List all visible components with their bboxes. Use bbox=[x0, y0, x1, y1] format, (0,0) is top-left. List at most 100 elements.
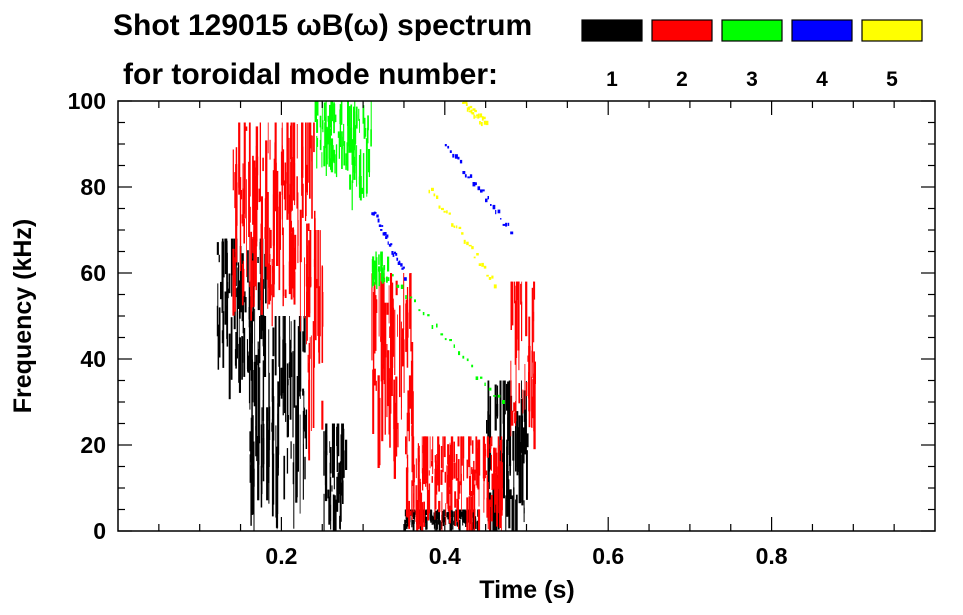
mode-3-region-0-streak bbox=[368, 159, 369, 171]
mode-4-track-1-point bbox=[510, 231, 514, 235]
mode-5-track-0-point bbox=[481, 262, 484, 267]
mode-2-region-4-streak bbox=[422, 468, 424, 491]
mode-1-region-1-streak bbox=[260, 465, 263, 508]
mode-1-region-1-streak bbox=[262, 316, 265, 346]
mode-4-track-1-point bbox=[457, 156, 460, 160]
mode-1-region-1-streak bbox=[251, 415, 254, 515]
mode-1-region-4-streak bbox=[405, 514, 408, 519]
mode-legend: 1 2 3 4 5 bbox=[581, 19, 923, 91]
mode-3-track-0-point bbox=[502, 400, 505, 404]
mode-1-region-1-streak bbox=[303, 391, 305, 430]
mode-1-region-1-streak bbox=[282, 316, 284, 416]
mode-5-track-0-point bbox=[486, 274, 489, 277]
mode-2-region-3-streak bbox=[515, 285, 518, 358]
mode-1-region-3-streak bbox=[521, 438, 524, 506]
mode-2-region-3-streak bbox=[531, 376, 533, 428]
mode-5-track-0-point bbox=[448, 212, 451, 215]
mode-1-region-1-streak bbox=[305, 409, 308, 449]
mode-1-region-1-streak bbox=[271, 388, 274, 455]
mode-2-region-2-streak bbox=[406, 287, 409, 328]
mode-1-region-3-streak bbox=[505, 495, 507, 531]
mode-2-region-4-streak bbox=[454, 491, 457, 508]
mode-2-region-2-streak bbox=[382, 273, 385, 369]
legend-label-mode-5: 5 bbox=[886, 68, 898, 91]
mode-2-region-1-streak bbox=[321, 400, 324, 430]
mode-1-region-0-streak bbox=[243, 291, 246, 303]
mode-2-region-4-streak bbox=[417, 448, 419, 498]
mode-2-region-4-streak bbox=[447, 444, 450, 465]
mode-2-region-0-streak bbox=[288, 194, 291, 286]
mode-1-region-0-streak bbox=[228, 273, 231, 294]
mode-1-region-4-streak bbox=[451, 509, 453, 520]
mode-3-region-0-streak bbox=[362, 153, 365, 198]
mode-4-track-1-point bbox=[487, 196, 489, 200]
mode-1-region-1-streak bbox=[303, 316, 306, 353]
mode-1-region-3-streak bbox=[506, 471, 509, 516]
legend-label-mode-1: 1 bbox=[606, 68, 618, 91]
mode-2-region-4-streak bbox=[468, 436, 470, 464]
mode-1-region-1-streak bbox=[302, 331, 305, 352]
axis-ticks: 0 20 40 60 80 100 0.2 0.4 0.6 0.8 bbox=[68, 88, 935, 569]
mode-2-region-2-streak bbox=[381, 364, 384, 442]
mode-1-region-0-streak bbox=[221, 238, 223, 303]
mode-3-region-0-streak bbox=[366, 127, 369, 144]
mode-1-region-1-streak bbox=[283, 455, 286, 500]
mode-4-track-1-point bbox=[459, 159, 463, 164]
mode-2-region-0-streak bbox=[251, 260, 254, 308]
mode-1-region-3-streak bbox=[508, 479, 510, 516]
mode-3-track-0-point bbox=[418, 309, 421, 312]
mode-2-region-4-streak bbox=[470, 491, 472, 497]
mode-2-region-0-streak bbox=[269, 265, 271, 301]
mode-1-region-2-streak bbox=[330, 477, 332, 530]
mode-2-region-0-streak bbox=[234, 272, 236, 282]
mode-2-region-4-streak bbox=[460, 436, 462, 486]
mode-2-region-4-streak bbox=[489, 437, 491, 453]
mode-1-region-3-streak bbox=[507, 495, 510, 512]
mode-2-region-0-streak bbox=[304, 257, 305, 319]
mode-1-region-1-streak bbox=[248, 320, 251, 404]
mode-2-region-3-streak bbox=[513, 402, 516, 412]
mode-1-region-4-streak bbox=[459, 510, 462, 520]
mode-1-region-3-streak bbox=[507, 381, 510, 441]
mode-1-region-1-streak bbox=[303, 407, 305, 432]
mode-2-region-0-streak bbox=[293, 122, 295, 176]
mode-1-region-4-streak bbox=[430, 514, 433, 520]
mode-1-region-2-streak bbox=[329, 441, 331, 453]
mode-2-region-4-streak bbox=[498, 473, 501, 493]
mode-5-track-1-point bbox=[479, 121, 481, 125]
mode-5-track-1-point bbox=[473, 114, 475, 119]
mode-3-region-1-streak bbox=[373, 261, 375, 274]
mode-1-region-3-streak bbox=[506, 383, 509, 411]
mode-2-region-4-streak bbox=[431, 476, 433, 483]
mode-3-region-2-streak bbox=[316, 137, 319, 147]
mode-3-track-0-point bbox=[405, 295, 407, 300]
mode-2-region-3-streak bbox=[533, 281, 535, 343]
mode-2-region-0-streak bbox=[305, 164, 308, 193]
mode-4-track-0-point bbox=[371, 212, 373, 216]
mode-1-region-2-streak bbox=[328, 496, 331, 525]
mode-5-track-0-point bbox=[446, 210, 448, 214]
mode-3-track-0-point bbox=[392, 274, 394, 277]
mode-2-region-4-streak bbox=[415, 458, 417, 479]
mode-3-region-1-streak bbox=[378, 266, 381, 272]
mode-4-track-0-point bbox=[393, 251, 396, 254]
mode-1-region-1-streak bbox=[299, 340, 301, 399]
mode-2-region-3-streak bbox=[524, 364, 526, 410]
mode-2-region-4-streak bbox=[457, 436, 460, 447]
mode-2-region-0-streak bbox=[274, 142, 276, 160]
mode-3-region-2-streak bbox=[345, 153, 347, 170]
mode-3-region-0-streak bbox=[353, 106, 356, 151]
mode-2-region-0-streak bbox=[243, 218, 245, 244]
mode-1-region-3-streak bbox=[496, 385, 499, 419]
mode-2-region-4-streak bbox=[500, 504, 502, 531]
mode-4-track-0-point bbox=[372, 212, 375, 216]
mode-5-track-1-point bbox=[470, 109, 473, 114]
mode-2-region-4-streak bbox=[412, 464, 414, 486]
mode-3-region-0-streak bbox=[351, 139, 354, 165]
mode-2-region-0-streak bbox=[290, 221, 292, 279]
mode-2-region-0-streak bbox=[252, 155, 254, 225]
mode-1-region-1-streak bbox=[250, 359, 253, 381]
mode-1-region-0-streak bbox=[264, 253, 266, 289]
mode-1-region-1-streak bbox=[289, 340, 292, 420]
mode-4-track-0-point bbox=[392, 253, 395, 257]
